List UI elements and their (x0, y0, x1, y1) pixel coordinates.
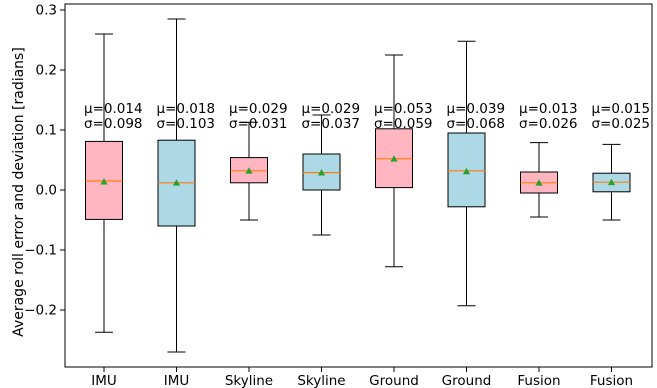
sigma-annotation: σ=0.026 (519, 116, 578, 132)
x-tick-label: Skyline (297, 373, 345, 388)
mu-annotation: μ=0.053 (374, 101, 433, 117)
sigma-annotation: σ=0.068 (447, 116, 506, 132)
y-tick-label: −0.1 (24, 243, 57, 259)
y-tick-label: 0.1 (36, 123, 57, 139)
sigma-annotation: σ=0.059 (374, 116, 433, 132)
x-tick-label: IMU (91, 373, 117, 388)
mu-annotation: μ=0.014 (84, 101, 143, 117)
boxes-group: μ=0.014σ=0.098μ=0.018σ=0.103μ=0.029σ=0.0… (84, 18, 651, 353)
plot-area-frame (64, 3, 653, 368)
sigma-annotation: σ=0.031 (229, 116, 288, 132)
y-axis-ticks: −0.2 −0.1 0.0 0.1 0.2 0.3 (24, 3, 65, 319)
x-tick-label: Fusion (590, 373, 633, 388)
y-tick-label: 0.0 (36, 183, 57, 199)
mu-annotation: μ=0.029 (229, 101, 288, 117)
sigma-annotation: σ=0.025 (592, 116, 651, 132)
mu-annotation: μ=0.018 (157, 101, 216, 117)
x-tick-label: IMU (164, 373, 190, 388)
mean-marker (100, 178, 108, 185)
mu-annotation: μ=0.015 (592, 101, 651, 117)
mean-marker (317, 169, 326, 176)
x-tick-label: Ground (369, 373, 419, 388)
x-axis-ticks: IMU IMU Skyline Skyline Ground Ground Fusion Fu… (91, 367, 633, 388)
y-tick-label: 0.3 (36, 3, 57, 19)
mu-annotation: μ=0.013 (519, 101, 578, 117)
sigma-annotation: σ=0.037 (302, 116, 361, 132)
mean-marker (172, 179, 181, 186)
mean-marker (462, 167, 471, 175)
sigma-annotation: σ=0.098 (84, 116, 143, 132)
x-tick-label: Ground (442, 373, 492, 388)
sigma-annotation: σ=0.103 (157, 116, 216, 132)
mean-marker (245, 167, 253, 174)
mean-marker (390, 155, 398, 162)
y-tick-label: −0.2 (24, 303, 57, 319)
y-axis-label: Average roll error and deviation [radian… (11, 47, 27, 337)
mu-annotation: μ=0.029 (302, 101, 361, 117)
x-tick-label: Fusion (517, 373, 560, 388)
mean-marker (535, 179, 543, 186)
x-tick-label: Skyline (225, 373, 273, 388)
y-tick-label: 0.2 (36, 63, 57, 79)
mu-annotation: μ=0.039 (447, 101, 506, 117)
mean-marker (607, 178, 616, 186)
